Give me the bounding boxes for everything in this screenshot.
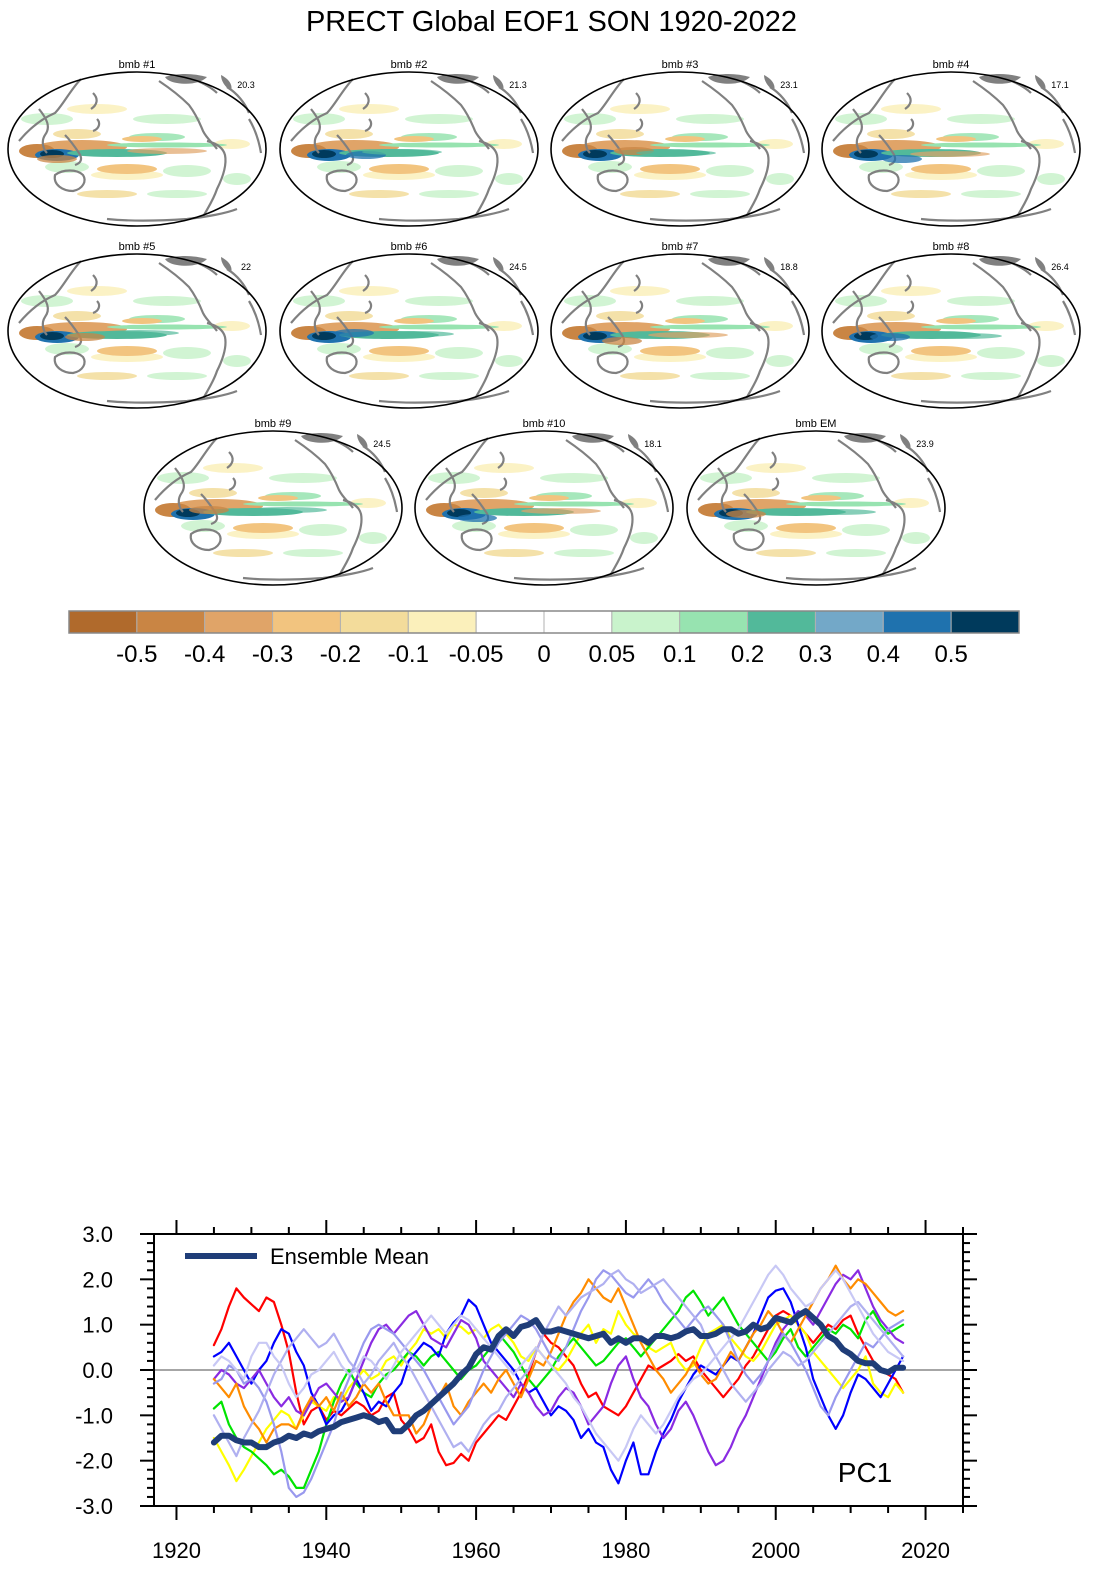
map-panel: bmb #3 23.1 bbox=[549, 59, 811, 228]
y-tick-label: -3.0 bbox=[75, 1494, 113, 1519]
panel-label: bmb #5 bbox=[119, 241, 156, 253]
panel-label: bmb #10 bbox=[523, 418, 566, 430]
series-line bbox=[212, 1264, 905, 1444]
colorbar-tick-label: -0.5 bbox=[116, 641, 157, 668]
map-panel: bmb #8 26.4 bbox=[820, 241, 1082, 410]
x-tick-label: 2020 bbox=[901, 1538, 950, 1563]
panel-label: bmb #3 bbox=[662, 59, 699, 71]
x-tick-label: 2000 bbox=[751, 1538, 800, 1563]
panel-variance-percent: 17.1 bbox=[1051, 80, 1069, 90]
y-tick-label: 3.0 bbox=[82, 1222, 113, 1247]
panel-label: bmb #7 bbox=[662, 241, 699, 253]
panel-variance-percent: 18.8 bbox=[780, 262, 798, 272]
series-line bbox=[212, 1269, 905, 1458]
panel-variance-percent: 24.5 bbox=[373, 439, 391, 449]
y-tick-label: -1.0 bbox=[75, 1403, 113, 1428]
figure-title: PRECT Global EOF1 SON 1920-2022 bbox=[305, 6, 798, 38]
chart-legend: Ensemble Mean bbox=[185, 1244, 429, 1269]
x-tick-label: 1980 bbox=[601, 1538, 650, 1563]
map-panel: bmb EM 23.9 bbox=[685, 418, 947, 587]
globe-border bbox=[279, 71, 539, 227]
colorbar-tick-label: 0.2 bbox=[731, 641, 764, 668]
globe-border bbox=[7, 71, 267, 227]
globe-border bbox=[279, 253, 539, 409]
colorbar-tick-label: 0.05 bbox=[588, 641, 635, 668]
colorbar: -0.5 -0.4 -0.3 -0.2 -0.1 -0.05 0 0.05 0.1 0.2 0.3 0… bbox=[68, 610, 1020, 668]
globe-border bbox=[550, 253, 810, 409]
series-line bbox=[212, 1269, 905, 1499]
panel-variance-percent: 21.3 bbox=[509, 80, 527, 90]
globe-border bbox=[7, 253, 267, 409]
pc-annotation: PC1 bbox=[838, 1457, 892, 1488]
globe-border bbox=[550, 71, 810, 227]
panel-label: bmb #4 bbox=[933, 59, 970, 71]
y-tick-label: 0.0 bbox=[82, 1358, 113, 1383]
globe-border bbox=[821, 71, 1081, 227]
panel-variance-percent: 24.5 bbox=[509, 262, 527, 272]
colorbar-tick-label: -0.1 bbox=[388, 641, 429, 668]
y-tick-label: -2.0 bbox=[75, 1449, 113, 1474]
panel-variance-percent: 23.9 bbox=[916, 439, 934, 449]
colorbar-tick-label: -0.2 bbox=[320, 641, 361, 668]
map-panel: bmb #7 18.8 bbox=[549, 241, 811, 410]
colorbar-frame bbox=[68, 610, 1020, 634]
globe-border bbox=[414, 430, 674, 586]
colorbar-tick-label: 0.5 bbox=[934, 641, 967, 668]
panel-label: bmb #1 bbox=[119, 59, 156, 71]
map-panel: bmb #10 18.1 bbox=[413, 418, 675, 587]
y-tick-label: 1.0 bbox=[82, 1313, 113, 1338]
map-panel: bmb #2 21.3 bbox=[278, 59, 540, 228]
series-line bbox=[212, 1289, 905, 1490]
series-line bbox=[212, 1264, 905, 1462]
colorbar-tick-label: -0.3 bbox=[252, 641, 293, 668]
panel-variance-percent: 23.1 bbox=[780, 80, 798, 90]
series-line bbox=[212, 1309, 905, 1483]
panel-label: bmb #9 bbox=[255, 418, 292, 430]
colorbar-tick-label: 0.3 bbox=[799, 641, 832, 668]
x-tick-label: 1940 bbox=[302, 1538, 351, 1563]
colorbar-tick-label: -0.05 bbox=[449, 641, 504, 668]
legend-label: Ensemble Mean bbox=[270, 1244, 429, 1269]
colorbar-tick-label: -0.4 bbox=[184, 641, 225, 668]
map-panel: bmb #4 17.1 bbox=[820, 59, 1082, 228]
globe-border bbox=[821, 253, 1081, 409]
panel-variance-percent: 26.4 bbox=[1051, 262, 1069, 272]
globe-border bbox=[143, 430, 403, 586]
colorbar-tick-label: 0.1 bbox=[663, 641, 696, 668]
panel-variance-percent: 22 bbox=[241, 262, 251, 272]
map-panel: bmb #6 24.5 bbox=[278, 241, 540, 410]
panel-label: bmb #2 bbox=[391, 59, 428, 71]
globe-border bbox=[686, 430, 946, 586]
colorbar-tick-label: 0.4 bbox=[867, 641, 900, 668]
series-line bbox=[212, 1287, 905, 1485]
x-tick-label: 1960 bbox=[452, 1538, 501, 1563]
panel-label: bmb #8 bbox=[933, 241, 970, 253]
panel-variance-percent: 20.3 bbox=[237, 80, 255, 90]
map-panel: bmb #5 22 bbox=[6, 241, 268, 410]
panel-variance-percent: 18.1 bbox=[644, 439, 662, 449]
x-tick-label: 1920 bbox=[152, 1538, 201, 1563]
series-line bbox=[210, 1308, 907, 1451]
map-panel: bmb #9 24.5 bbox=[142, 418, 404, 587]
panel-label: bmb EM bbox=[796, 418, 837, 430]
colorbar-tick-label: 0 bbox=[537, 641, 550, 668]
map-panel: bmb #1 20.3 bbox=[6, 59, 268, 228]
y-tick-label: 2.0 bbox=[82, 1267, 113, 1292]
panel-label: bmb #6 bbox=[391, 241, 428, 253]
